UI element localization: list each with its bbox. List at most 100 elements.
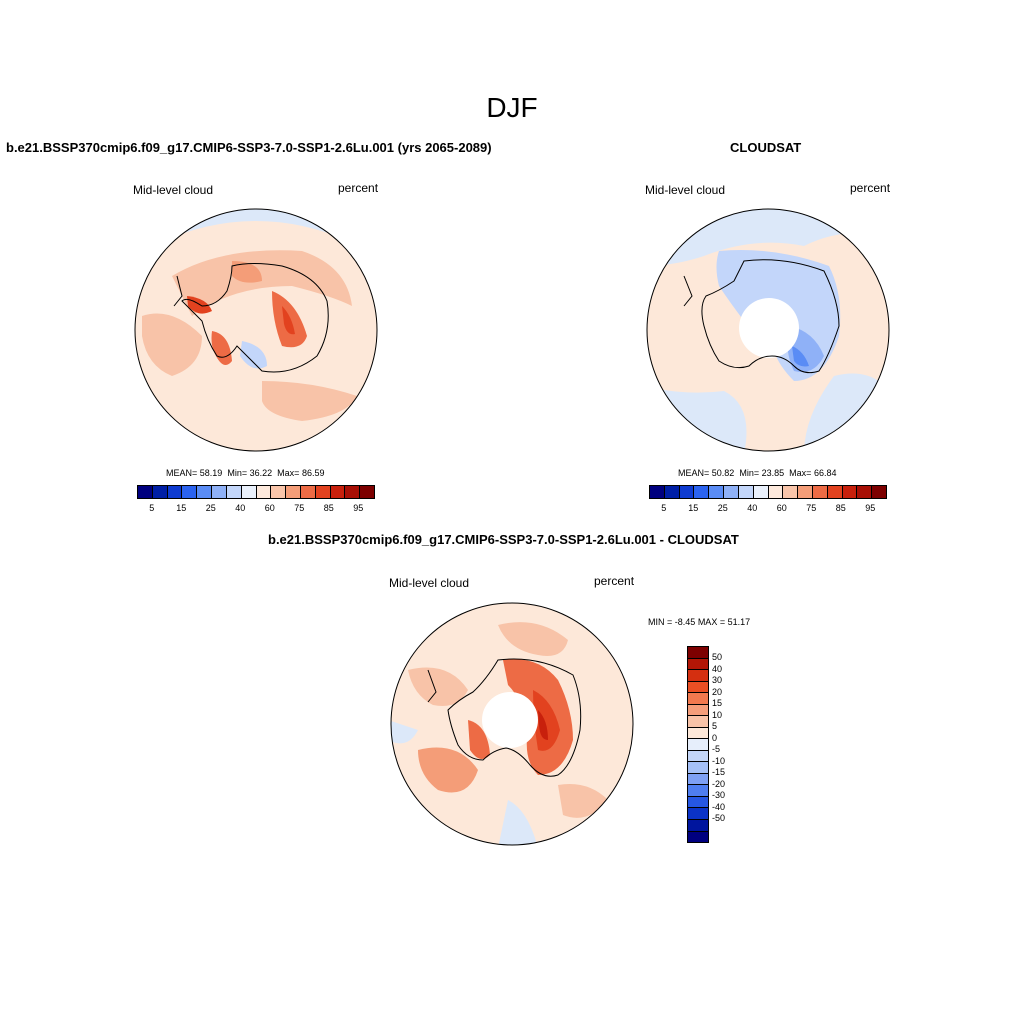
colorbar-tick-label: -10 [712, 755, 726, 766]
colorbar-tick-label: 25 [205, 503, 216, 513]
colorbar-swatch [768, 486, 784, 498]
model-colorbar [137, 485, 375, 499]
colorbar-tick-label: 5 [149, 503, 155, 513]
colorbar-swatch [688, 739, 708, 751]
colorbar-swatch [709, 486, 725, 498]
colorbar-swatch [241, 486, 257, 498]
obs-polar-map [646, 208, 890, 452]
colorbar-tick-label: 15 [176, 503, 187, 513]
colorbar-swatch [857, 486, 873, 498]
colorbar-swatch [688, 693, 708, 705]
colorbar-swatch [688, 658, 708, 671]
obs-variable-label: Mid-level cloud [645, 183, 726, 197]
diff-panel-title: b.e21.BSSP370cmip6.f09_g17.CMIP6-SSP3-7.… [268, 532, 739, 547]
colorbar-swatch [688, 819, 708, 832]
colorbar-tick-label: 30 [712, 675, 723, 686]
colorbar-swatch [753, 486, 769, 498]
diff-stats: MIN = -8.45 MAX = 51.17 [648, 617, 751, 627]
colorbar-tick-label: 5 [661, 503, 667, 513]
model-units-label: percent [338, 181, 379, 195]
diff-units-label: percent [594, 574, 635, 588]
colorbar-tick-label: -40 [712, 801, 726, 812]
diff-pole-mask [482, 692, 538, 748]
colorbar-tick-label: 60 [264, 503, 275, 513]
obs-units-label: percent [850, 181, 891, 195]
colorbar-swatch [688, 831, 708, 843]
colorbar-swatch [167, 486, 183, 498]
diff-colorbar-labels: 50 40 30 20 15 10 5 0 -5 -10 -15 -20 -30 -40 -50 [712, 646, 752, 841]
diff-antarctica-coast [447, 658, 582, 777]
colorbar-swatch [688, 808, 708, 820]
model-polar-map [134, 208, 378, 452]
colorbar-swatch [688, 670, 708, 682]
obs-stats: MEAN= 50.82 Min= 23.85 Max= 66.84 [678, 468, 837, 478]
colorbar-tick-label: 15 [688, 503, 699, 513]
colorbar-tick-label: -15 [712, 767, 726, 778]
diff-polar-map [390, 602, 634, 846]
colorbar-swatch [827, 486, 843, 498]
obs-panel-title: CLOUDSAT [730, 140, 802, 155]
colorbar-swatch [694, 486, 710, 498]
colorbar-tick-label: 60 [776, 503, 787, 513]
colorbar-swatch [738, 486, 754, 498]
colorbar-swatch [345, 486, 361, 498]
colorbar-tick-label: 75 [806, 503, 817, 513]
colorbar-swatch [798, 486, 813, 498]
colorbar-swatch [256, 486, 272, 498]
colorbar-swatch [812, 486, 828, 498]
colorbar-tick-label: 15 [712, 698, 723, 709]
figure-title: DJF [486, 92, 538, 123]
colorbar-swatch [688, 681, 708, 694]
model-variable-label: Mid-level cloud [133, 183, 214, 197]
colorbar-swatch [688, 762, 708, 774]
colorbar-swatch [315, 486, 331, 498]
colorbar-swatch [650, 486, 665, 498]
colorbar-swatch [783, 486, 799, 498]
colorbar-swatch [226, 486, 242, 498]
colorbar-swatch [688, 716, 708, 728]
colorbar-swatch [664, 486, 680, 498]
diff-colorbar [687, 646, 709, 843]
colorbar-tick-label: -20 [712, 778, 726, 789]
obs-antarctica-coast [701, 259, 840, 374]
colorbar-tick-label: 5 [712, 721, 718, 732]
colorbar-swatch [688, 785, 708, 797]
colorbar-swatch [688, 773, 708, 786]
colorbar-swatch [688, 647, 708, 659]
colorbar-tick-label: 95 [353, 503, 364, 513]
colorbar-tick-label: -50 [712, 813, 726, 824]
colorbar-swatch [688, 727, 708, 740]
colorbar-tick-label: 25 [717, 503, 728, 513]
colorbar-tick-label: 40 [747, 503, 758, 513]
colorbar-swatch [271, 486, 287, 498]
colorbar-swatch [688, 704, 708, 717]
colorbar-swatch [679, 486, 695, 498]
colorbar-tick-label: 40 [712, 663, 723, 674]
colorbar-swatch [360, 486, 374, 498]
colorbar-tick-label: 20 [712, 686, 723, 697]
colorbar-swatch [212, 486, 227, 498]
colorbar-tick-label: 95 [865, 503, 876, 513]
colorbar-tick-label: 85 [835, 503, 846, 513]
colorbar-swatch [842, 486, 858, 498]
obs-colorbar [649, 485, 887, 499]
colorbar-tick-label: 10 [712, 709, 723, 720]
colorbar-swatch [197, 486, 213, 498]
model-stats: MEAN= 58.19 Min= 36.22 Max= 86.59 [166, 468, 325, 478]
colorbar-swatch [300, 486, 316, 498]
obs-colorbar-labels: 5 15 25 40 60 75 85 95 [649, 503, 885, 515]
model-antarctica-coast [181, 263, 329, 373]
colorbar-swatch [688, 796, 708, 809]
colorbar-tick-label: 75 [294, 503, 305, 513]
model-colorbar-labels: 5 15 25 40 60 75 85 95 [137, 503, 373, 515]
model-panel-title: b.e21.BSSP370cmip6.f09_g17.CMIP6-SSP3-7.… [6, 140, 492, 155]
colorbar-swatch [138, 486, 153, 498]
colorbar-tick-label: 0 [712, 732, 718, 743]
colorbar-swatch [872, 486, 886, 498]
colorbar-tick-label: 85 [323, 503, 334, 513]
colorbar-swatch [152, 486, 168, 498]
colorbar-swatch [688, 750, 708, 763]
colorbar-swatch [724, 486, 739, 498]
colorbar-tick-label: -30 [712, 790, 726, 801]
colorbar-tick-label: 40 [235, 503, 246, 513]
